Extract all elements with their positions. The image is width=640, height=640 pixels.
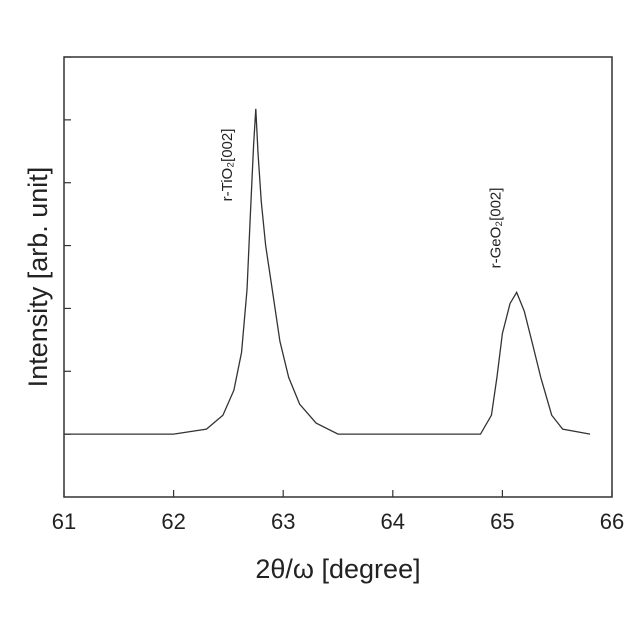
intensity-line bbox=[64, 109, 590, 434]
x-tick-label: 63 bbox=[271, 509, 295, 534]
peak-annotation: r-GeO₂[002] bbox=[488, 188, 505, 269]
x-tick-label: 61 bbox=[52, 509, 76, 534]
y-axis-label: Intensity [arb. unit] bbox=[23, 167, 53, 388]
x-tick-label: 65 bbox=[490, 509, 514, 534]
x-tick-label: 62 bbox=[161, 509, 185, 534]
plot-frame bbox=[64, 57, 612, 497]
chart: 2θ/ω [degree] Intensity [arb. unit] 61 62… bbox=[0, 0, 640, 640]
peak-annotation: r-TiO₂[002] bbox=[219, 129, 236, 202]
x-axis-label: 2θ/ω [degree] bbox=[255, 554, 420, 584]
x-tick-label: 64 bbox=[381, 509, 405, 534]
x-tick-label: 66 bbox=[600, 509, 624, 534]
